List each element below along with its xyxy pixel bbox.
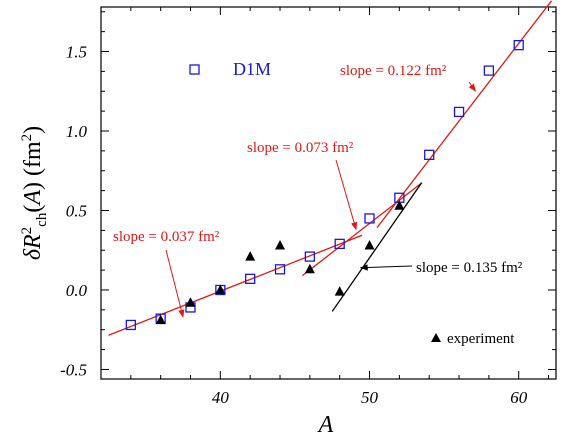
fit-line-red <box>376 0 553 229</box>
slope2-arrow <box>335 159 358 231</box>
y-tick-label: 1.0 <box>66 122 88 141</box>
experiment-point <box>364 239 375 250</box>
d1m-point <box>364 213 375 224</box>
legend-d1m-label: D1M <box>233 59 271 79</box>
slope1-arrow <box>165 249 185 318</box>
experiment-point <box>275 239 286 250</box>
experiment-point <box>185 297 196 307</box>
x-tick-label: 60 <box>510 388 528 407</box>
slope-122-label: slope = 0.122 fm² <box>340 63 447 79</box>
d1m-point <box>304 251 316 262</box>
experiment-points <box>155 200 405 325</box>
d1m-points <box>125 40 524 331</box>
experiment-point <box>215 284 226 294</box>
slope-135-label: slope = 0.135 fm² <box>416 260 523 276</box>
slope-073-label: slope = 0.073 fm² <box>247 140 354 156</box>
slope3-arrow <box>468 81 476 92</box>
experiment-point <box>245 251 256 261</box>
experiment-point <box>155 314 166 325</box>
legend-experiment-marker <box>431 333 441 342</box>
fit-line-red <box>301 182 423 277</box>
annotation-arrows <box>165 81 476 318</box>
d1m-point <box>513 40 524 51</box>
y-tick-label: 0.0 <box>66 281 88 300</box>
x-tick-label: 40 <box>212 388 230 407</box>
y-tick-label: -0.5 <box>60 360 87 379</box>
d1m-point <box>453 106 465 118</box>
x-axis-label: A <box>317 412 334 438</box>
experiment-point <box>304 263 315 274</box>
legend-experiment-label: experiment <box>447 331 515 347</box>
d1m-point <box>424 149 435 160</box>
experiment-point <box>334 286 345 296</box>
fit-line-red <box>108 234 363 336</box>
y-tick-label: 1.5 <box>66 43 87 62</box>
axis-ticks: 40 50 60 -0.5 0.0 0.5 1.0 1.5 <box>60 7 556 407</box>
slope-037-label: slope = 0.037 fm² <box>113 229 220 245</box>
fit-line-black <box>331 182 423 312</box>
d1m-point <box>125 319 136 331</box>
d1m-point <box>274 264 286 275</box>
y-axis-label: δR2ch(A) (fm2) <box>19 126 50 260</box>
svg-text:δR2ch(A) (fm2): δR2ch(A) (fm2) <box>19 126 50 260</box>
x-tick-label: 50 <box>361 388 379 407</box>
d1m-point <box>483 65 495 76</box>
d1m-point <box>245 273 256 284</box>
fit-lines <box>108 0 553 336</box>
y-tick-label: 0.5 <box>66 201 87 220</box>
experiment-point <box>394 200 405 210</box>
legend-d1m-marker <box>189 64 200 75</box>
plot-frame <box>100 6 557 380</box>
d1m-point <box>334 238 345 250</box>
slope4-arrow <box>359 264 413 271</box>
